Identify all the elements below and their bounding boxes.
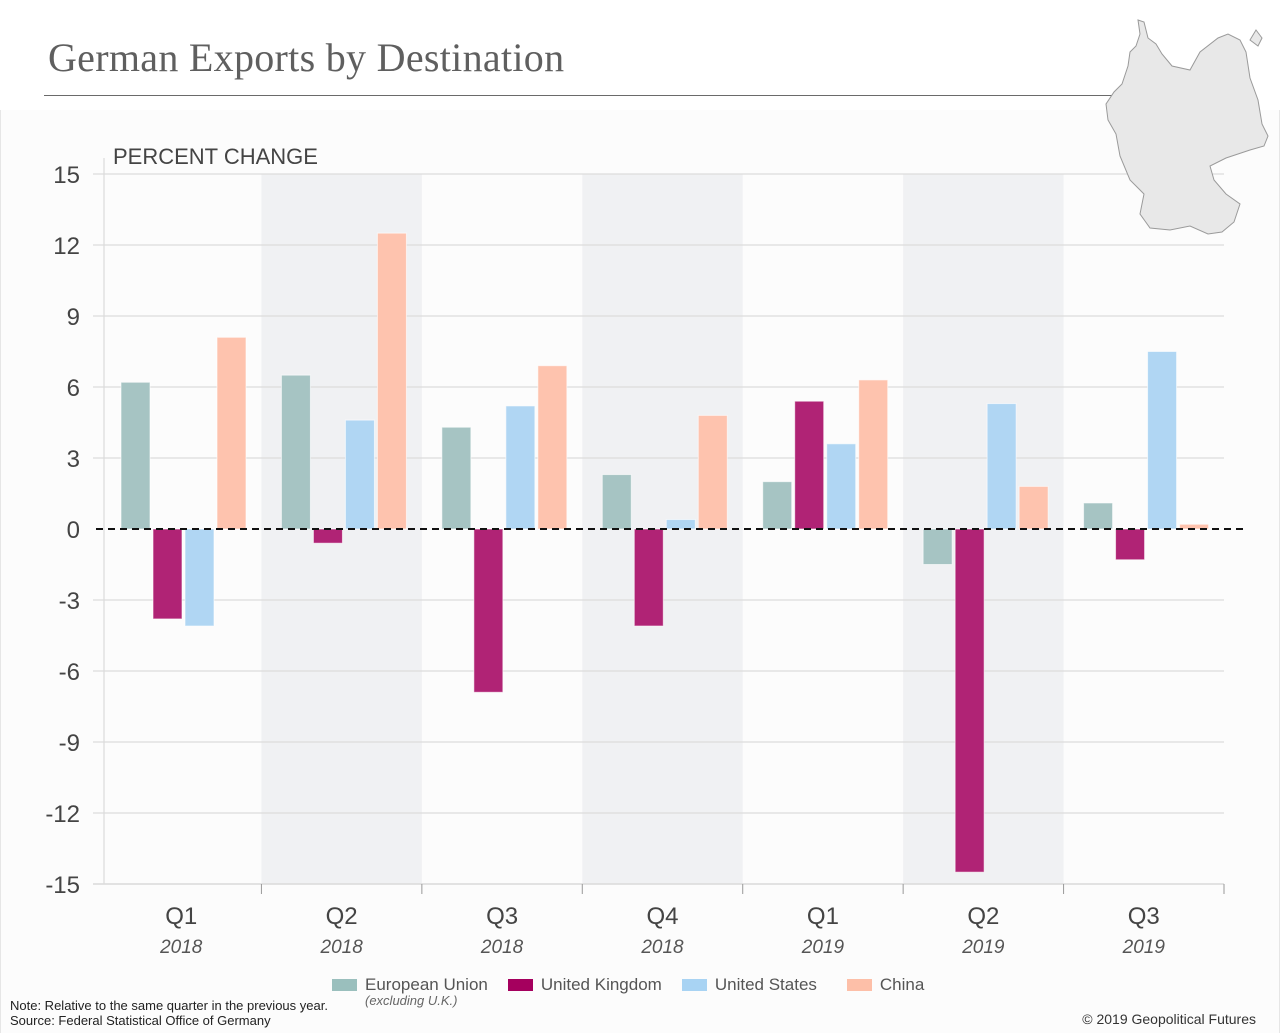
bar-united-kingdom [794,400,825,530]
bar-united-kingdom [152,528,183,620]
bar-united-states [1147,351,1178,530]
y-tick-label: 15 [53,162,80,189]
y-tick-label: 0 [67,517,80,544]
bar-united-kingdom [473,528,504,693]
x-tick-quarter: Q3 [486,903,518,930]
legend-label: European Union (excluding U.K.) [365,975,488,1008]
bar-european-union [601,474,632,530]
legend-swatch [332,979,357,991]
bar-china [216,336,247,530]
bar-european-union [120,381,151,530]
x-tick-quarter: Q1 [165,903,197,930]
bar-china [1018,485,1049,530]
y-tick-label: 3 [67,446,80,473]
y-tick-label: -3 [59,588,80,615]
x-tick-quarter: Q4 [646,903,678,930]
bar-united-states [986,403,1017,530]
bar-european-union [762,481,793,530]
bar-china [858,379,889,530]
bar-united-states [665,519,696,530]
legend-swatch [846,979,872,991]
legend-item: European Union (excluding U.K.) [332,975,488,1008]
x-tick-year: 2019 [961,937,1005,958]
legend-label: United States [714,975,817,994]
bar-united-states [344,419,375,530]
legend-label: United Kingdom [540,975,662,994]
legend-item: United States [681,975,817,1008]
bar-china [376,232,407,530]
bar-european-union [1083,502,1114,530]
chart-title: German Exports by Destination [48,35,565,80]
footnote: Note: Relative to the same quarter in th… [10,998,328,1028]
bar-united-states [184,528,215,627]
y-tick-label: 12 [53,233,80,260]
bar-united-kingdom [312,528,343,544]
x-tick-year: 2018 [159,937,203,958]
y-axis-label: PERCENT CHANGE [113,144,318,169]
bar-european-union [280,374,311,530]
y-tick-label: 9 [67,304,80,331]
bar-united-states [505,405,536,530]
x-tick-quarter: Q2 [326,903,358,930]
bar-united-kingdom [633,528,664,627]
x-tick-quarter: Q1 [807,903,839,930]
y-tick-label: 6 [67,375,80,402]
y-tick-label: -9 [59,730,80,757]
x-tick-year: 2018 [640,937,684,958]
bar-european-union [441,426,472,530]
legend-swatch [507,979,533,991]
legend-item: China [846,975,925,1008]
bar-united-kingdom [954,528,985,873]
bar-united-kingdom [1115,528,1146,561]
y-tick-label: -12 [45,801,80,828]
bar-china [537,365,568,530]
germany-map-icon [1105,19,1269,235]
chart-legend: European Union (excluding U.K.) United Kin… [332,975,944,1008]
y-tick-label: -6 [59,659,80,686]
x-tick-year: 2018 [320,937,364,958]
x-tick-quarter: Q3 [1128,903,1160,930]
y-tick-label: -15 [45,872,80,899]
x-tick-year: 2019 [801,937,845,958]
x-tick-year: 2019 [1122,937,1166,958]
bar-china [697,414,728,530]
title-divider [44,95,1124,96]
bar-european-union [922,528,953,565]
source-text: Source: Federal Statistical Office of Ge… [10,1013,271,1028]
legend-sublabel: (excluding U.K.) [365,993,458,1008]
legend-label: China [879,975,925,994]
legend-swatch [681,979,707,991]
note-text: Note: Relative to the same quarter in th… [10,998,328,1013]
bar-united-states [826,443,857,530]
x-tick-year: 2018 [480,937,524,958]
legend-item: United Kingdom [507,975,662,1008]
x-tick-quarter: Q2 [967,903,999,930]
copyright-text: © 2019 Geopolitical Futures [1082,1011,1256,1027]
